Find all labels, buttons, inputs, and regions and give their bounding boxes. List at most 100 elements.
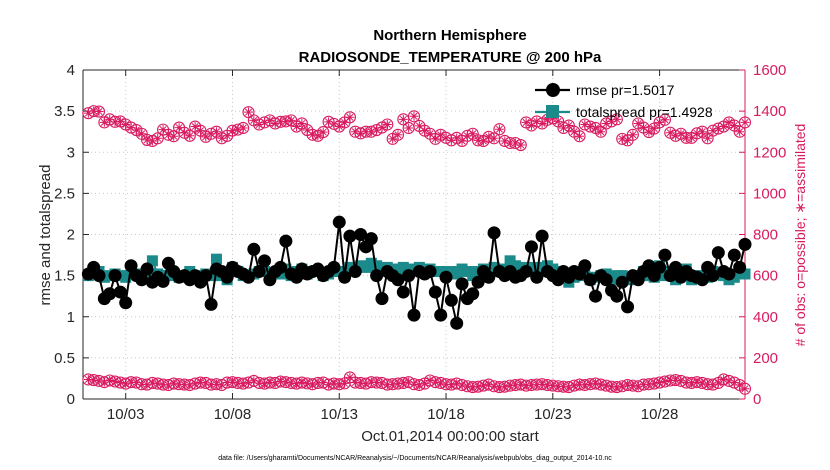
obs-top-asterisk	[591, 123, 601, 133]
obs-top-asterisk	[729, 121, 739, 131]
obs-top-asterisk	[649, 124, 659, 134]
obs-bottom-point	[738, 382, 752, 395]
rmse-marker	[242, 270, 255, 284]
obs-top-circle	[738, 116, 752, 129]
rmse-marker	[450, 316, 464, 330]
obs-top-asterisk	[521, 117, 531, 127]
obs-top-circle	[183, 129, 196, 142]
obs-top-asterisk	[265, 115, 275, 125]
obs-top-asterisk	[676, 129, 686, 139]
rmse-marker	[727, 248, 741, 262]
obs-top-asterisk	[388, 134, 398, 144]
totalspread-marker	[146, 255, 158, 267]
obs-top-asterisk	[382, 119, 392, 129]
obs-top-circle	[658, 113, 671, 126]
obs-top-asterisk	[404, 123, 414, 133]
obs-top-asterisk	[174, 123, 184, 133]
obs-bottom-asterisk	[713, 378, 723, 388]
obs-top-point	[151, 132, 164, 145]
obs-top-circle	[237, 121, 250, 135]
obs-top-asterisk	[302, 125, 312, 135]
rmse-marker	[124, 259, 138, 273]
x-tick-label: 10/13	[320, 406, 358, 423]
rmse-marker	[444, 293, 458, 307]
rmse-marker	[327, 260, 341, 274]
obs-top-point	[242, 106, 255, 119]
rmse-marker	[738, 237, 752, 251]
x-tick-label: 10/03	[107, 406, 145, 423]
chart-subtitle: RADIOSONDE_TEMPERATURE @ 200 hPa	[299, 49, 602, 66]
obs-top-asterisk	[639, 123, 649, 133]
rmse-marker	[669, 260, 683, 274]
obs-bottom-asterisk	[340, 378, 350, 388]
obs-top-asterisk	[94, 107, 104, 117]
y-right-tick-label: 400	[753, 309, 778, 326]
obs-top-asterisk	[697, 127, 707, 137]
rmse-marker	[119, 296, 133, 310]
rmse-marker	[439, 270, 453, 284]
y-tick-label: 1	[67, 309, 75, 326]
obs-top-circle	[407, 110, 421, 123]
rmse-marker	[407, 308, 421, 322]
y-right-axis-label: # of obs: o=possible; ∗=assimilated	[792, 124, 808, 347]
obs-top-asterisk	[430, 134, 440, 144]
obs-top-asterisk	[409, 111, 419, 121]
obs-top-asterisk	[703, 133, 713, 143]
rmse-marker	[706, 269, 720, 283]
rmse-marker	[455, 277, 469, 291]
obs-top-asterisk	[425, 129, 435, 139]
rmse-marker	[258, 254, 272, 268]
rmse-marker	[428, 285, 442, 299]
obs-top-point	[626, 128, 639, 141]
obs-top-asterisk	[222, 131, 232, 141]
obs-top-circle	[151, 132, 164, 145]
rmse-marker	[332, 215, 346, 229]
obs-top-asterisk	[244, 107, 253, 117]
legend-totalspread-label: totalspread pr=1.4928	[576, 104, 713, 120]
rmse-marker	[279, 234, 293, 248]
x-tick-label: 10/28	[641, 406, 679, 423]
obs-possible-bottom-series	[82, 371, 752, 395]
rmse-marker	[524, 240, 538, 254]
rmse-marker	[108, 269, 122, 283]
rmse-marker	[642, 259, 656, 273]
y-right-tick-label: 0	[753, 391, 761, 408]
obs-top-point	[573, 130, 586, 143]
rmse-marker	[156, 274, 170, 288]
obs-bottom-asterisk	[345, 372, 355, 382]
obs-top-asterisk	[596, 127, 606, 137]
obs-top-asterisk	[238, 123, 248, 133]
obs-top-point	[407, 110, 421, 123]
obs-top-asterisk	[153, 133, 163, 143]
obs-top-asterisk	[420, 126, 430, 136]
obs-top-point	[381, 118, 394, 131]
rmse-marker	[204, 297, 218, 311]
obs-top-asterisk	[201, 132, 211, 142]
obs-top-asterisk	[628, 130, 638, 140]
y-tick-label: 1.5	[54, 268, 75, 285]
obs-top-asterisk	[297, 118, 307, 128]
obs-top-asterisk	[719, 122, 729, 132]
obs-top-asterisk	[179, 128, 189, 138]
y-right-tick-label: 800	[753, 227, 778, 244]
rmse-marker	[199, 269, 213, 283]
obs-top-asterisk	[575, 131, 584, 141]
obs-bottom-asterisk	[420, 379, 430, 389]
obs-top-asterisk	[468, 129, 478, 139]
rmse-marker	[423, 265, 437, 279]
obs-top-asterisk	[436, 130, 446, 140]
obs-top-asterisk	[644, 127, 654, 137]
obs-top-asterisk	[398, 114, 408, 124]
rmse-marker	[434, 308, 448, 322]
totalspread-marker	[210, 253, 222, 265]
totalspread-marker	[120, 271, 132, 283]
rmse-marker	[653, 260, 667, 274]
legend: rmse pr=1.5017 totalspread pr=1.4928	[535, 82, 713, 120]
obs-top-asterisk	[564, 121, 574, 131]
obs-top-asterisk	[452, 133, 462, 143]
y-tick-label: 0.5	[54, 350, 75, 367]
rmse-marker	[135, 273, 149, 287]
obs-top-point	[391, 128, 405, 141]
obs-top-asterisk	[740, 117, 750, 127]
x-tick-label: 10/18	[427, 406, 465, 423]
